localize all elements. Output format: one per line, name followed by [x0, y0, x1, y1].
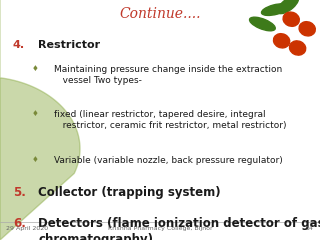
Text: 5.: 5.	[13, 186, 26, 199]
Text: 6.: 6.	[13, 217, 26, 230]
Ellipse shape	[290, 41, 306, 55]
Ellipse shape	[277, 0, 299, 14]
Polygon shape	[0, 0, 80, 240]
Text: Maintaining pressure change inside the extraction
   vessel Two types-: Maintaining pressure change inside the e…	[54, 65, 283, 84]
Ellipse shape	[274, 34, 290, 48]
Text: Restrictor: Restrictor	[38, 40, 100, 50]
Text: ♦: ♦	[32, 109, 39, 118]
Text: 14: 14	[306, 226, 314, 231]
Text: Variable (variable nozzle, back pressure regulator): Variable (variable nozzle, back pressure…	[54, 156, 283, 165]
Text: ♦: ♦	[32, 155, 39, 164]
Ellipse shape	[283, 12, 299, 26]
Text: fixed (linear restrictor, tapered desire, integral
   restrictor, ceramic frit r: fixed (linear restrictor, tapered desire…	[54, 110, 287, 130]
Text: Detectors (flame ionization detector of gas
chromatography): Detectors (flame ionization detector of …	[38, 217, 320, 240]
Ellipse shape	[299, 22, 315, 36]
Text: ♦: ♦	[32, 64, 39, 72]
Text: 4.: 4.	[13, 40, 25, 50]
Text: 29 April 2020: 29 April 2020	[6, 226, 49, 231]
Text: Krishna Pharmacy College, Bijnor: Krishna Pharmacy College, Bijnor	[108, 226, 212, 231]
Text: Continue....: Continue....	[119, 7, 201, 21]
Ellipse shape	[261, 4, 289, 15]
Text: Collector (trapping system): Collector (trapping system)	[38, 186, 221, 199]
Ellipse shape	[250, 17, 275, 31]
